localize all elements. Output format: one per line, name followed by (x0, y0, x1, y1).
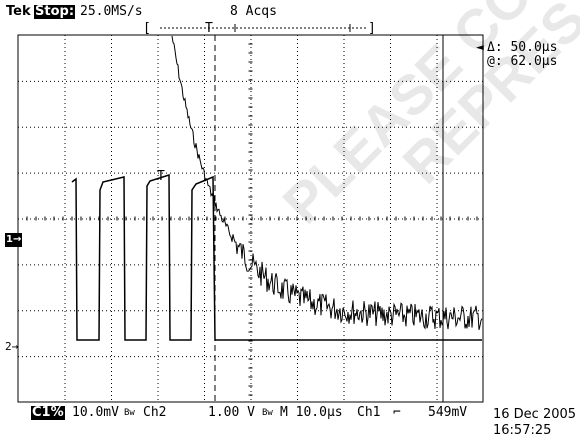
ch1-decay-trace (171, 35, 483, 331)
brand-label: Tek (6, 4, 31, 19)
date-readout: 16 Dec 2005 (493, 407, 577, 422)
ch1-ground-marker: 1→ (5, 233, 23, 247)
ch2-scale: 1.00 V (208, 405, 255, 420)
record-bracket-left: [ (143, 21, 151, 36)
ch2-label: Ch2 (143, 405, 167, 420)
cursor-arrow-icon: ◄ (476, 40, 484, 55)
run-state-badge: Stop: (34, 4, 76, 19)
trigger-level: 549mV (428, 405, 468, 420)
graticule-markers (160, 24, 444, 402)
time-readout: 16:57:25 (493, 423, 552, 438)
bandwidth-icon-2: Bw (262, 408, 273, 418)
ch2-square-trace (71, 173, 482, 341)
ch2-ground-marker: 2→ (5, 340, 19, 353)
waveform-traces (71, 35, 483, 341)
trigger-position-marker: T (205, 21, 213, 36)
trigger-source: Ch1 (357, 405, 381, 420)
falling-edge-icon: ⌐ (393, 405, 401, 420)
waveform-trigger-label: T (157, 169, 165, 184)
timebase: M 10.0µs (280, 405, 343, 420)
record-bracket-right: ] (368, 21, 376, 36)
acquisition-count: 8 Acqs (230, 4, 277, 19)
ch1-scale: 10.0mV (72, 405, 119, 420)
sample-rate: 25.0MS/s (80, 4, 143, 19)
bandwidth-icon: Bw (124, 408, 135, 418)
ch1-badge: C1% (31, 405, 65, 420)
graticule (17, 34, 484, 403)
cursor-delta-readout: Δ: 50.0µs (487, 40, 558, 55)
cursor-position-readout: @: 62.0µs (487, 54, 558, 69)
